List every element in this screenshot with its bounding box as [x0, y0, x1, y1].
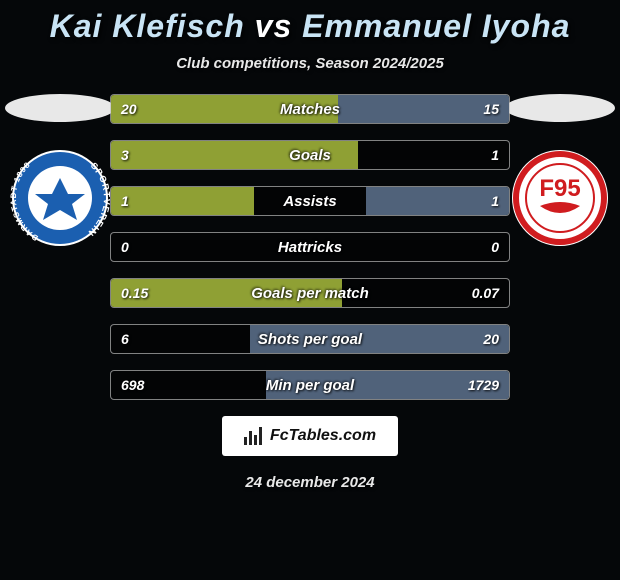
stat-row: 0.150.07Goals per match: [110, 278, 510, 308]
footer-brand: FcTables.com: [222, 416, 398, 456]
svg-text:F95: F95: [539, 175, 580, 202]
left-team-badge: SPORTVEREIN DARMSTADT 1898: [0, 94, 120, 248]
stat-label: Assists: [111, 187, 509, 215]
stat-label: Goals per match: [111, 279, 509, 307]
stat-label: Goals: [111, 141, 509, 169]
vs-label: vs: [255, 8, 293, 44]
date-label: 24 december 2024: [0, 474, 620, 491]
left-team-logo: SPORTVEREIN DARMSTADT 1898: [10, 148, 110, 248]
stat-row: 00Hattricks: [110, 232, 510, 262]
stat-label: Min per goal: [111, 371, 509, 399]
right-ellipse: [505, 94, 615, 122]
page-title: Kai Klefisch vs Emmanuel Iyoha: [0, 8, 620, 45]
player1-name: Kai Klefisch: [50, 8, 245, 44]
fortuna-logo-icon: F95: [510, 148, 610, 248]
subtitle: Club competitions, Season 2024/2025: [0, 55, 620, 72]
chart-icon: [244, 427, 264, 445]
footer-brand-text: FcTables.com: [270, 427, 376, 445]
left-ellipse: [5, 94, 115, 122]
stat-row: 6981729Min per goal: [110, 370, 510, 400]
right-team-badge: F95: [500, 94, 620, 248]
darmstadt-logo-icon: SPORTVEREIN DARMSTADT 1898: [10, 148, 110, 248]
stat-row: 620Shots per goal: [110, 324, 510, 354]
stat-row: 2015Matches: [110, 94, 510, 124]
stat-row: 31Goals: [110, 140, 510, 170]
stat-label: Shots per goal: [111, 325, 509, 353]
stat-label: Matches: [111, 95, 509, 123]
comparison-infographic: Kai Klefisch vs Emmanuel Iyoha Club comp…: [0, 0, 620, 580]
stat-label: Hattricks: [111, 233, 509, 261]
chart-area: SPORTVEREIN DARMSTADT 1898 F95: [0, 94, 620, 400]
stat-row: 11Assists: [110, 186, 510, 216]
player2-name: Emmanuel Iyoha: [302, 8, 570, 44]
stat-bars: 2015Matches 31Goals 11Assists 00Hattricks 0.…: [110, 94, 510, 400]
right-team-logo: F95: [510, 148, 610, 248]
